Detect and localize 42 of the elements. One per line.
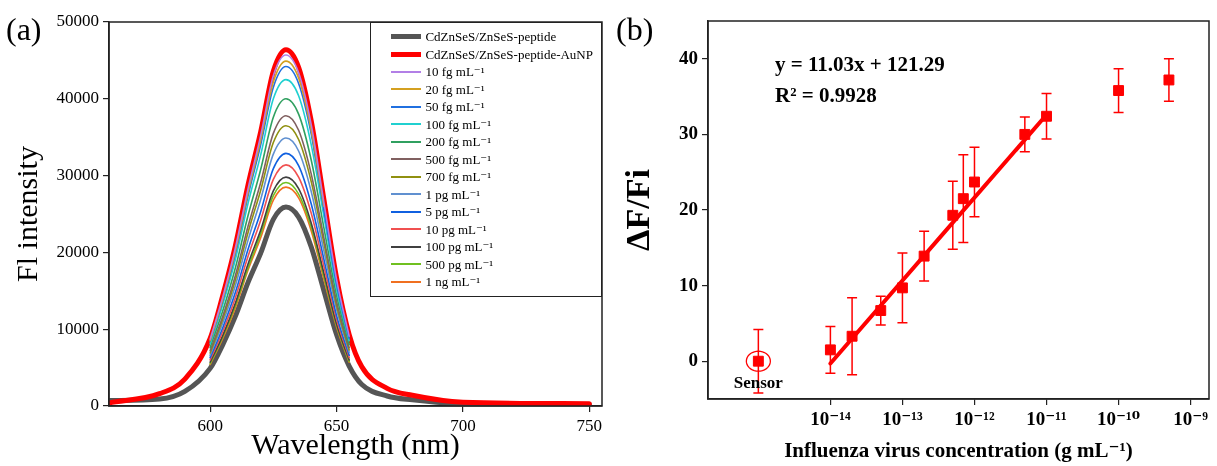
x-axis-title: Influenza virus concentration (g mL⁻¹) (784, 437, 1133, 462)
x-tick-label: 10⁻¹² (954, 408, 995, 430)
legend-label: 500 fg mL⁻¹ (425, 150, 492, 168)
x-tick-label: 10⁻¹⁰ (1097, 408, 1141, 430)
x-tick-label: 700 (450, 415, 476, 435)
chart-title: (b) (616, 11, 654, 47)
legend-label: 50 fg mL⁻¹ (425, 98, 485, 116)
legend-label: 100 pg mL⁻¹ (425, 238, 494, 256)
legend-label: CdZnSeS/ZnSeS-peptide (425, 28, 557, 46)
legend-label: 1 ng mL⁻¹ (425, 273, 481, 291)
annotation: y = 11.03x + 121.29 (775, 52, 945, 76)
x-tick-label: 10⁻⁹ (1173, 408, 1209, 430)
y-axis-title: ΔF/Fi (619, 169, 657, 251)
x-tick-label: 600 (197, 415, 223, 435)
x-tick-label: 10⁻¹³ (882, 408, 923, 430)
legend-label: 500 pg mL⁻¹ (425, 255, 494, 273)
y-tick-label: 30 (679, 122, 698, 144)
y-axis-title: Fl intensity (9, 146, 43, 282)
y-tick-label: 30000 (56, 165, 99, 185)
legend-label: 10 fg mL⁻¹ (425, 63, 485, 81)
legend-label: 700 fg mL⁻¹ (425, 168, 492, 186)
legend-label: 10 pg mL⁻¹ (425, 220, 487, 238)
legend-label: 1 pg mL⁻¹ (425, 185, 481, 203)
y-tick-label: 50000 (56, 11, 99, 31)
legend-label: 200 fg mL⁻¹ (425, 133, 492, 151)
y-tick-label: 40000 (56, 88, 99, 108)
annotation: R² = 0.9928 (775, 83, 877, 107)
x-tick-label: 10⁻¹⁴ (810, 408, 851, 430)
legend-label: 5 pg mL⁻¹ (425, 203, 481, 221)
legend-label: 20 fg mL⁻¹ (425, 80, 485, 98)
x-tick-label: 750 (576, 415, 603, 435)
y-tick-label: 0 (688, 349, 698, 371)
y-tick-label: 20000 (56, 241, 99, 261)
y-tick-label: 10000 (56, 318, 99, 338)
y-tick-label: 20 (679, 197, 698, 219)
legend-label: CdZnSeS/ZnSeS-peptide-AuNP (425, 45, 593, 63)
y-tick-label: 40 (679, 46, 698, 68)
x-tick-label: 10⁻¹¹ (1026, 408, 1067, 430)
y-tick-label: 0 (90, 395, 99, 415)
y-tick-label: 10 (679, 273, 698, 295)
legend-label: 100 fg mL⁻¹ (425, 115, 492, 133)
chart-title: (a) (6, 11, 42, 47)
